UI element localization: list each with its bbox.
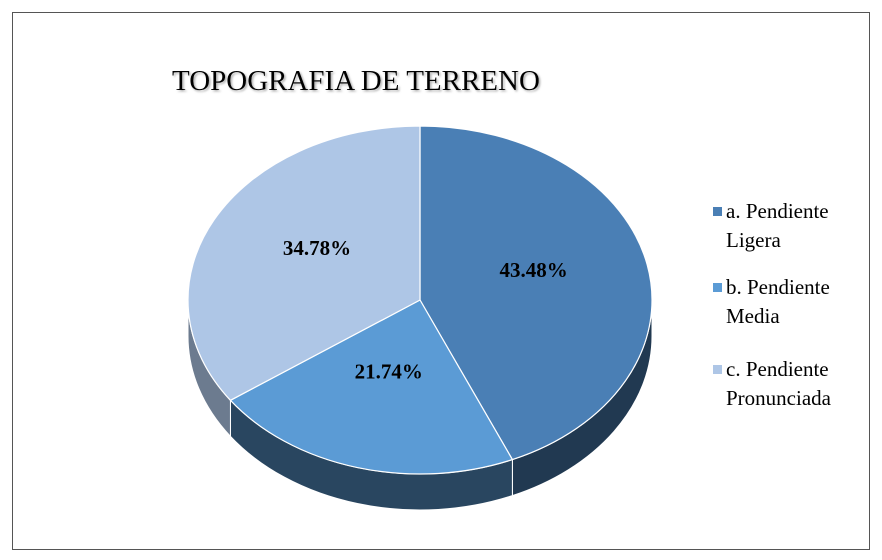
legend-label: b. Pendiente Media — [726, 275, 830, 328]
legend-label: c. Pendiente Pronunciada — [726, 357, 831, 410]
data-label: 34.78% — [283, 236, 351, 260]
slice — [187, 125, 421, 402]
legend-swatch — [713, 283, 722, 292]
data-label: 21.74% — [355, 360, 423, 384]
chart-title: TOPOGRAFIA DE TERRENO — [172, 65, 540, 97]
legend-swatch — [713, 207, 722, 216]
slice — [229, 299, 514, 475]
data-label: 43.48% — [499, 258, 567, 282]
legend-label: a. Pendiente Ligera — [726, 199, 829, 252]
pie: 43.48% 21.74% 34.78% — [187, 125, 653, 511]
legend-swatch — [713, 365, 722, 374]
slice — [419, 125, 653, 461]
